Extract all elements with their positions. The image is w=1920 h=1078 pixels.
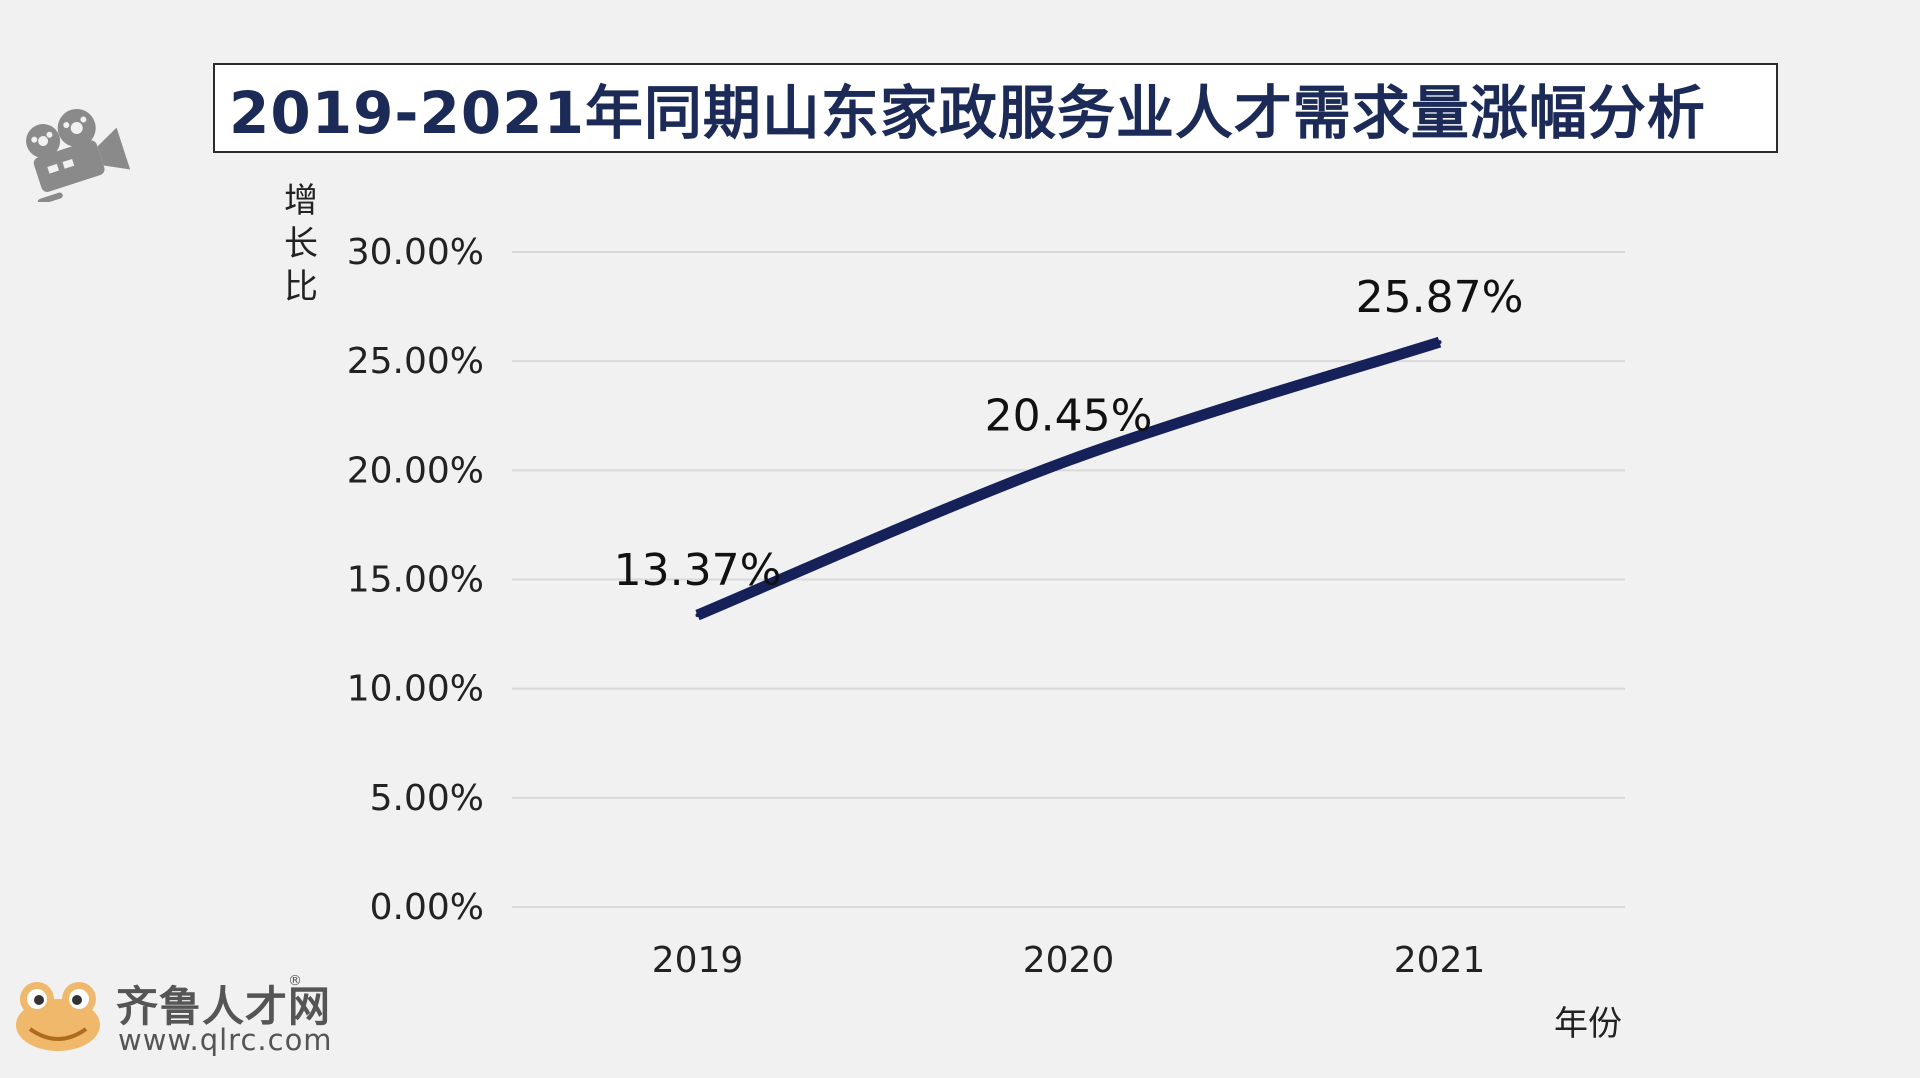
y-tick-label: 20.00% [347, 450, 484, 491]
y-tick-label: 30.00% [347, 232, 484, 273]
data-point [1437, 340, 1442, 345]
x-axis-label: 年份 [1554, 1004, 1622, 1044]
registered-mark: ® [288, 973, 302, 989]
data-label: 25.87% [1356, 272, 1524, 323]
data-label: 20.45% [985, 391, 1153, 442]
y-tick-label: 15.00% [347, 560, 484, 601]
y-tick-label: 25.00% [347, 341, 484, 382]
x-tick-label: 2021 [1394, 940, 1486, 981]
film-camera-icon [26, 108, 130, 202]
y-axis-label-char: 长 [284, 224, 318, 264]
y-tick-label: 5.00% [370, 778, 484, 819]
y-tick-label: 0.00% [370, 887, 484, 928]
frog-logo-icon [16, 982, 100, 1051]
brand-url: www.qlrc.com [118, 1023, 333, 1057]
data-label: 13.37% [614, 545, 782, 596]
chart-title-box: 2019-2021年同期山东家政服务业人才需求量涨幅分析 [213, 63, 1778, 153]
brand-name: 齐鲁人才网 [116, 982, 332, 1031]
chart-title: 2019-2021年同期山东家政服务业人才需求量涨幅分析 [229, 79, 1706, 147]
y-tick-label: 10.00% [347, 669, 484, 710]
y-axis-label: 增 长 比 [278, 180, 324, 309]
data-point [1066, 458, 1071, 463]
x-tick-label: 2020 [1023, 940, 1115, 981]
y-axis-label-char: 比 [284, 267, 318, 307]
data-point [695, 613, 700, 618]
y-axis-label-char: 增 [284, 181, 318, 221]
x-tick-label: 2019 [652, 940, 744, 981]
site-logo: 齐鲁人才网 ® www.qlrc.com [12, 973, 342, 1057]
series-line [695, 336, 1442, 621]
